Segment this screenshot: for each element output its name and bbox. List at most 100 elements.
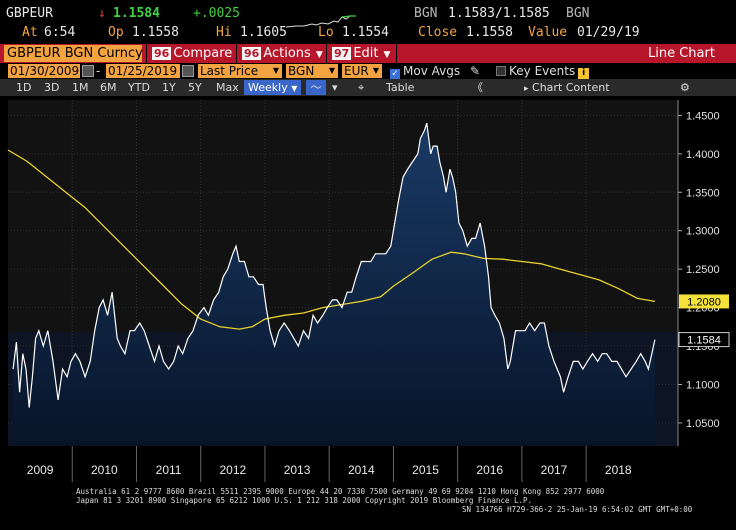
range-1y[interactable]: 1Y <box>162 81 176 94</box>
price-area <box>13 123 655 446</box>
chevron-down-icon: ▼ <box>315 50 323 60</box>
y-tick-label: 1.2500 <box>686 264 720 276</box>
security-field[interactable]: GBPEUR BGN Curncy <box>4 45 143 62</box>
low-label: Lo <box>318 25 334 40</box>
last-price-label: 1.1584 <box>687 335 721 347</box>
y-tick-label: 1.4000 <box>686 149 720 161</box>
period-selector[interactable]: Weekly ▼ <box>244 80 302 95</box>
open-value: 1.1558 <box>132 25 179 40</box>
y-tick-label: 1.3000 <box>686 226 720 238</box>
chevron-down-icon[interactable]: ▾ <box>332 81 338 94</box>
quote-source: BGN <box>414 6 438 21</box>
x-tick-label: 2016 <box>476 463 503 477</box>
last-price-tag: 1.1584 <box>678 332 730 348</box>
x-tick-label: 2009 <box>27 463 54 477</box>
source-selector-label: BGN <box>288 64 315 78</box>
chevron-down-icon: ▼ <box>383 50 391 60</box>
net-change: +.0025 <box>193 6 240 21</box>
open-label: Op <box>108 25 124 40</box>
bid-ask: 1.1583/1.1585 <box>448 6 550 21</box>
y-tick-label: 1.4500 <box>686 110 720 122</box>
collapse-left-icon[interactable]: 《 <box>472 81 483 94</box>
down-arrow-icon: ↓ <box>98 6 106 21</box>
key-events-label: Key Events <box>509 64 576 78</box>
intraday-sparkline <box>286 15 356 28</box>
range-ytd[interactable]: YTD <box>128 81 150 94</box>
ma-value-label: 1.2080 <box>687 296 721 308</box>
quote-source-2: BGN <box>566 6 590 21</box>
line-chart-icon[interactable]: 〜 <box>306 80 326 95</box>
compare-button[interactable]: 96 Compare <box>152 45 232 62</box>
x-axis-strip <box>0 446 678 482</box>
price-line <box>12 122 656 408</box>
calendar-icon[interactable] <box>182 65 194 77</box>
chart-content-arrow-icon: ▸ <box>524 84 529 94</box>
price-chart: 1.45001.40001.35001.30001.25001.20001.15… <box>0 96 736 484</box>
x-tick-label: 2018 <box>605 463 632 477</box>
chart-type-label: Line Chart <box>648 46 715 61</box>
pencil-icon[interactable]: ✎ <box>470 64 481 78</box>
calendar-icon[interactable] <box>82 65 94 77</box>
range-1m[interactable]: 1M <box>72 81 89 94</box>
checkbox-unchecked-icon <box>496 66 506 76</box>
mov-avgs-toggle[interactable]: ✓ Mov Avgs <box>390 64 460 79</box>
ohlc-line: At 6:54 Op 1.1558 Hi 1.1605 Lo 1.1554 Cl… <box>0 25 736 45</box>
chart-parameters: 01/30/2009 - 01/25/2019 Last Price ▼ BGN ▼… <box>0 63 736 79</box>
range-3d[interactable]: 3D <box>44 81 60 94</box>
x-axis-labels: 2009 2010 2011 2012 2013 2014 2015 2016 2017 2018 <box>0 446 678 482</box>
field-selector-label: Last Price <box>200 64 259 78</box>
chart-content-label: Chart Content <box>532 81 610 94</box>
field-selector[interactable]: Last Price ▼ <box>198 64 282 78</box>
close-label: Close <box>418 25 458 40</box>
range-1d[interactable]: 1D <box>16 81 32 94</box>
y-tick-label: 1.3500 <box>686 187 720 199</box>
checkbox-checked-icon: ✓ <box>390 69 400 79</box>
range-6m[interactable]: 6M <box>100 81 117 94</box>
edit-hotkey: 97 <box>332 47 352 60</box>
currency-selector[interactable]: EUR ▼ <box>342 64 382 78</box>
x-tick-label: 2013 <box>284 463 311 477</box>
chart-content-button[interactable]: ▸ Chart Content <box>524 80 610 95</box>
edit-label: Edit <box>353 46 379 61</box>
gear-icon[interactable]: ⚙ <box>680 81 690 94</box>
end-date-field[interactable]: 01/25/2019 <box>106 64 180 78</box>
x-tick-label: 2012 <box>219 463 246 477</box>
chevron-down-icon: ▼ <box>291 84 298 93</box>
range-5y[interactable]: 5Y <box>188 81 202 94</box>
edit-menu-button[interactable]: 97 Edit ▼ <box>332 45 390 62</box>
range-max[interactable]: Max <box>216 81 239 94</box>
compare-hotkey: 96 <box>152 47 172 60</box>
x-tick-label: 2015 <box>412 463 439 477</box>
date-separator: - <box>96 64 101 78</box>
info-icon: i <box>578 68 590 79</box>
range-toolbar: 1D 3D 1M 6M YTD 1Y 5Y Max Weekly ▼ 〜 ▾ ⌖… <box>0 79 736 96</box>
actions-menu-button[interactable]: 96 Actions ▼ <box>242 45 323 62</box>
crosshair-icon[interactable]: ⌖ <box>358 81 365 94</box>
x-tick-label: 2011 <box>156 463 182 477</box>
high-label: Hi <box>216 25 232 40</box>
currency-selector-label: EUR <box>344 64 369 78</box>
footer-session: SN 134766 H729-366-2 25-Jan-19 6:54:02 G… <box>462 505 693 514</box>
time-label: At <box>22 25 38 40</box>
period-label: Weekly <box>248 81 288 94</box>
y-tick-label: 1.0500 <box>686 418 720 430</box>
value-date: 01/29/19 <box>577 25 640 40</box>
chevron-down-icon: ▼ <box>272 66 279 75</box>
quote-header: GBPEUR ↓ 1.1584 +.0025 BGN 1.1583/1.1585… <box>0 6 736 28</box>
compare-label: Compare <box>173 46 233 61</box>
chevron-down-icon: ▼ <box>372 66 379 75</box>
source-selector[interactable]: BGN ▼ <box>286 64 338 78</box>
value-label: Value <box>528 25 568 40</box>
function-toolbar: GBPEUR BGN Curncy 96 Compare 96 Actions ▼ 9… <box>0 44 736 63</box>
x-tick-label: 2010 <box>91 463 118 477</box>
ma-value-tag: 1.2080 <box>679 294 729 309</box>
y-tick-label: 1.1000 <box>686 379 720 391</box>
high-value: 1.1605 <box>240 25 287 40</box>
ticker: GBPEUR <box>6 6 53 21</box>
key-events-toggle[interactable]: Key Events i <box>496 64 590 79</box>
table-button[interactable]: Table <box>386 81 415 94</box>
close-value: 1.1558 <box>466 25 513 40</box>
actions-label: Actions <box>263 46 311 61</box>
actions-hotkey: 96 <box>242 47 262 60</box>
start-date-field[interactable]: 01/30/2009 <box>8 64 80 78</box>
